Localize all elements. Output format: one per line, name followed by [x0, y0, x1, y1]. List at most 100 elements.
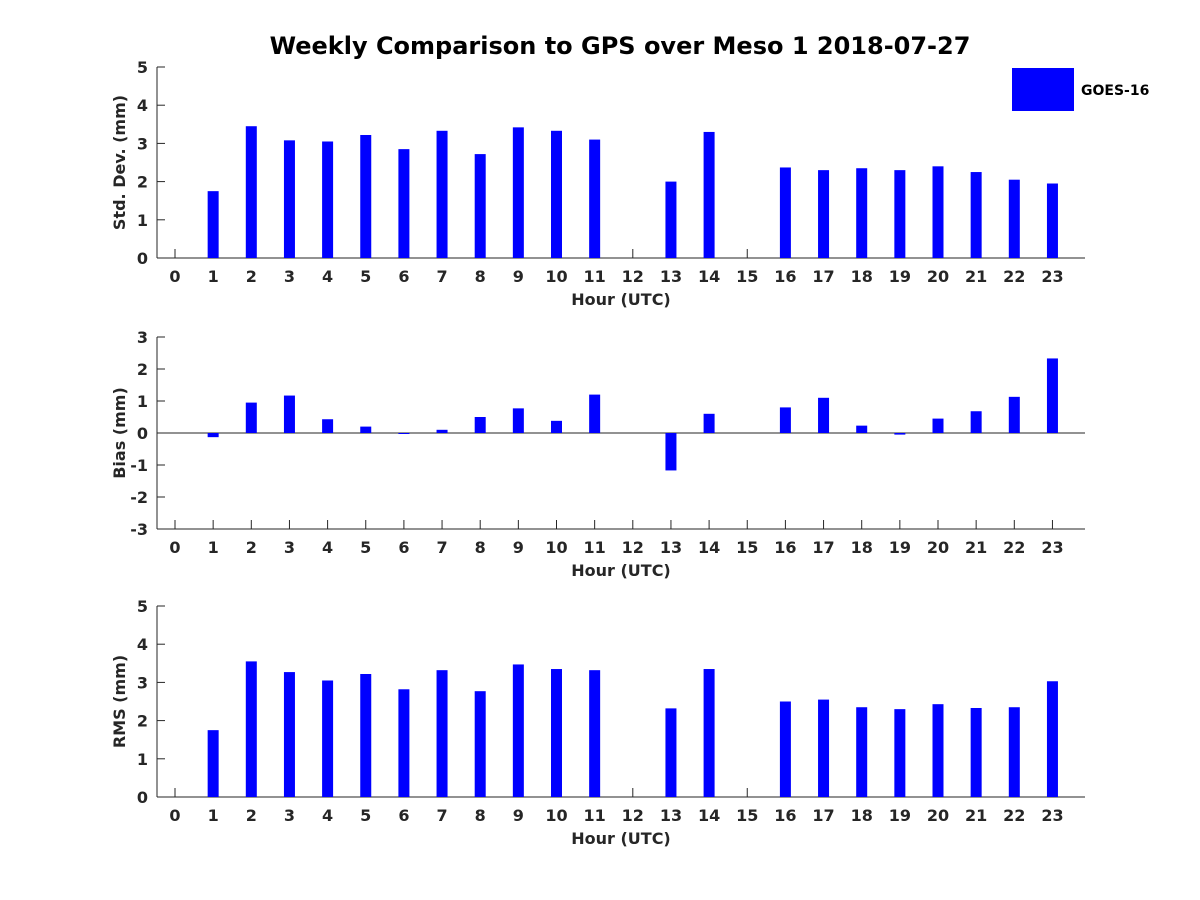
x-tick-label-bias: 14 [698, 538, 720, 557]
bar-std-dev-hour-14 [703, 131, 715, 258]
x-tick-label-std-dev: 8 [475, 267, 486, 286]
x-tick-label-rms: 11 [584, 806, 606, 825]
y-axis-label-bias: Bias (mm) [110, 387, 129, 479]
x-tick-label-bias: 6 [398, 538, 409, 557]
x-tick-label-std-dev: 15 [736, 267, 758, 286]
y-tick-label-bias: -3 [130, 520, 148, 539]
x-tick-label-rms: 10 [545, 806, 567, 825]
x-tick-label-bias: 5 [360, 538, 371, 557]
bar-std-dev-hour-17 [818, 170, 830, 258]
bar-bias-hour-21 [970, 411, 982, 433]
y-tick-label-bias: 3 [137, 328, 148, 347]
x-tick-label-std-dev: 3 [284, 267, 295, 286]
bar-bias-hour-7 [436, 429, 448, 433]
bar-rms-hour-16 [779, 701, 791, 797]
x-axis-label-rms: Hour (UTC) [571, 829, 671, 848]
bar-bias-hour-17 [818, 397, 830, 433]
x-axis-label-bias: Hour (UTC) [571, 561, 671, 580]
bar-std-dev-hour-16 [779, 167, 791, 258]
y-tick-label-bias: 1 [137, 392, 148, 411]
bar-rms-hour-6 [398, 689, 410, 797]
bar-bias-hour-10 [551, 420, 562, 433]
bar-bias-hour-1 [207, 433, 219, 438]
legend-label: GOES-16 [1081, 83, 1149, 99]
y-tick-label-rms: 0 [137, 788, 148, 807]
x-tick-label-std-dev: 0 [169, 267, 180, 286]
x-tick-label-rms: 6 [398, 806, 409, 825]
bar-rms-hour-4 [322, 680, 334, 797]
bar-bias-hour-14 [703, 413, 715, 433]
bar-std-dev-hour-8 [474, 154, 486, 258]
bar-rms-hour-19 [894, 709, 906, 797]
bar-rms-hour-13 [665, 708, 677, 797]
bar-rms-hour-9 [512, 664, 524, 797]
bar-rms-hour-3 [283, 672, 295, 797]
x-tick-label-rms: 1 [208, 806, 219, 825]
bar-bias-hour-4 [322, 419, 334, 433]
x-tick-label-std-dev: 23 [1041, 267, 1063, 286]
x-tick-label-bias: 13 [660, 538, 682, 557]
bar-bias-hour-19 [894, 433, 906, 435]
x-tick-label-rms: 17 [812, 806, 834, 825]
x-tick-label-bias: 12 [622, 538, 644, 557]
bar-std-dev-hour-2 [245, 126, 257, 259]
x-tick-label-rms: 2 [246, 806, 257, 825]
bar-rms-hour-23 [1046, 681, 1058, 797]
bar-bias-hour-22 [1008, 396, 1020, 433]
bar-std-dev-hour-10 [551, 130, 562, 258]
bar-std-dev-hour-11 [589, 139, 601, 258]
x-tick-label-std-dev: 22 [1003, 267, 1025, 286]
y-axis-label-rms: RMS (mm) [110, 655, 129, 748]
x-tick-label-bias: 3 [284, 538, 295, 557]
x-tick-label-bias: 21 [965, 538, 987, 557]
x-tick-label-std-dev: 21 [965, 267, 987, 286]
x-tick-label-bias: 11 [584, 538, 606, 557]
legend: GOES-16 [1012, 68, 1149, 111]
x-tick-label-std-dev: 4 [322, 267, 333, 286]
bar-bias-hour-9 [512, 408, 524, 433]
y-tick-label-rms: 1 [137, 750, 148, 769]
chart-title: Weekly Comparison to GPS over Meso 1 201… [270, 32, 971, 60]
bar-rms-hour-21 [970, 707, 982, 797]
x-tick-label-std-dev: 20 [927, 267, 949, 286]
x-tick-label-bias: 19 [889, 538, 911, 557]
x-tick-label-std-dev: 1 [208, 267, 219, 286]
x-tick-label-rms: 13 [660, 806, 682, 825]
y-tick-label-bias: 0 [137, 424, 148, 443]
bar-bias-hour-18 [856, 425, 868, 433]
x-tick-label-bias: 10 [545, 538, 567, 557]
bar-rms-hour-7 [436, 670, 448, 797]
bar-bias-hour-20 [932, 418, 944, 433]
x-tick-label-rms: 3 [284, 806, 295, 825]
x-tick-label-std-dev: 18 [851, 267, 873, 286]
y-axis-label-std-dev: Std. Dev. (mm) [110, 95, 129, 230]
bar-rms-hour-11 [589, 670, 601, 797]
x-tick-label-bias: 20 [927, 538, 949, 557]
x-tick-label-rms: 19 [889, 806, 911, 825]
bar-std-dev-hour-21 [970, 172, 982, 258]
y-tick-label-rms: 5 [137, 597, 148, 616]
x-tick-label-bias: 0 [169, 538, 180, 557]
bar-rms-hour-17 [818, 699, 830, 797]
bar-std-dev-hour-20 [932, 166, 944, 258]
bar-std-dev-hour-9 [512, 127, 524, 258]
x-tick-label-rms: 18 [851, 806, 873, 825]
bar-std-dev-hour-5 [360, 134, 372, 258]
x-tick-label-bias: 8 [475, 538, 486, 557]
x-tick-label-bias: 23 [1041, 538, 1063, 557]
bar-std-dev-hour-6 [398, 149, 410, 258]
x-tick-label-rms: 0 [169, 806, 180, 825]
x-tick-label-bias: 7 [436, 538, 447, 557]
x-tick-label-std-dev: 9 [513, 267, 524, 286]
bar-std-dev-hour-13 [665, 181, 677, 258]
x-tick-label-rms: 14 [698, 806, 720, 825]
x-tick-label-std-dev: 6 [398, 267, 409, 286]
x-tick-label-std-dev: 5 [360, 267, 371, 286]
y-tick-label-std-dev: 4 [137, 96, 148, 115]
x-tick-label-std-dev: 13 [660, 267, 682, 286]
bar-bias-hour-16 [779, 407, 791, 433]
x-tick-label-std-dev: 11 [584, 267, 606, 286]
y-tick-label-std-dev: 2 [137, 173, 148, 192]
x-tick-label-rms: 9 [513, 806, 524, 825]
